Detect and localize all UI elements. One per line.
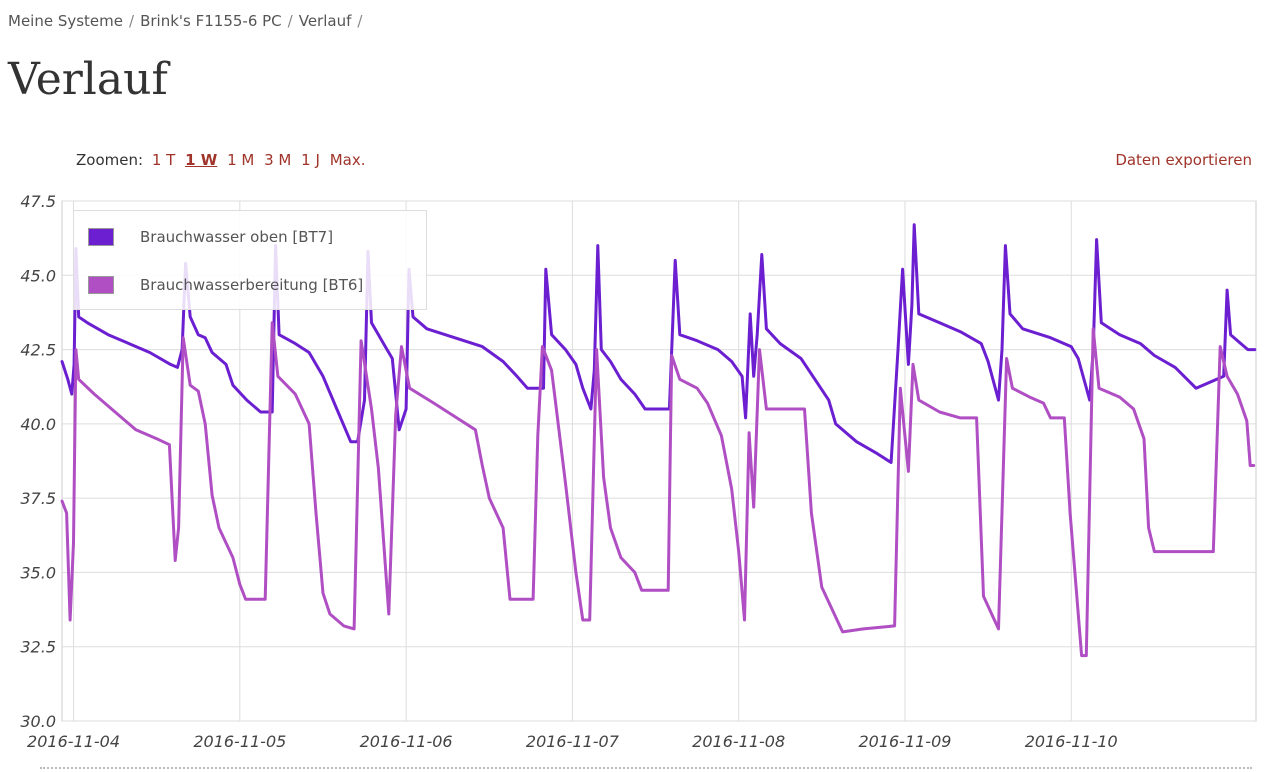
page-title: Verlauf [8, 54, 168, 105]
y-tick-label: 35.0 [20, 563, 56, 582]
x-tick-label: 2016-11-08 [692, 732, 785, 751]
y-tick-label: 32.5 [20, 638, 56, 657]
chart-axes: 30.0 32.5 35.0 37.5 40.0 42.5 45.0 47.5 2016-11-… [20, 192, 1117, 751]
zoom-option-3-months[interactable]: 3 M [264, 151, 292, 169]
zoom-option-1-week[interactable]: 1 W [185, 151, 218, 169]
x-tick-label: 2016-11-04 [27, 732, 120, 751]
x-tick-label: 2016-11-05 [193, 732, 286, 751]
series-line-bt7 [60, 223, 1257, 464]
breadcrumb-item-system[interactable]: Brink's F1155-6 PC [140, 12, 282, 30]
breadcrumb-item-systems[interactable]: Meine Systeme [8, 12, 124, 30]
x-tick-label: 2016-11-10 [1025, 732, 1118, 751]
legend-item-bt7[interactable]: Brauchwasser oben [BT7] [88, 224, 333, 250]
zoom-toolbar: Zoomen: 1 T 1 W 1 M 3 M 1 J Max. [76, 151, 370, 169]
legend-item-bt6[interactable]: Brauchwasserbereitung [BT6] [88, 272, 363, 298]
zoom-option-1-year[interactable]: 1 J [301, 151, 320, 169]
chart-series [60, 223, 1257, 658]
breadcrumb: Meine Systeme / Brink's F1155-6 PC / Verlauf… [8, 12, 368, 30]
legend-swatch-bt7 [88, 228, 114, 246]
export-data-link[interactable]: Daten exportieren [1115, 151, 1252, 169]
breadcrumb-separator: / [287, 12, 293, 30]
x-tick-label: 2016-11-07 [526, 732, 620, 751]
y-tick-label: 47.5 [20, 192, 56, 211]
y-tick-label: 37.5 [20, 489, 56, 508]
x-tick-label: 2016-11-06 [360, 732, 453, 751]
breadcrumb-item-history[interactable]: Verlauf [298, 12, 352, 30]
y-tick-label: 45.0 [20, 266, 56, 285]
y-tick-label: 30.0 [20, 712, 56, 731]
legend-label-bt6: Brauchwasserbereitung [BT6] [140, 276, 364, 294]
chart-grid [61, 200, 1257, 722]
bottom-divider [40, 767, 1252, 769]
zoom-option-1-day[interactable]: 1 T [151, 151, 176, 169]
legend-swatch-bt6 [88, 276, 114, 294]
x-tick-label: 2016-11-09 [858, 732, 951, 751]
zoom-option-1-month[interactable]: 1 M [227, 151, 255, 169]
series-line-bt6 [60, 321, 1256, 658]
chart-legend: Brauchwasser oben [BT7] Brauchwasserbere… [73, 210, 427, 310]
zoom-option-max[interactable]: Max. [329, 151, 366, 169]
y-tick-label: 42.5 [20, 341, 56, 360]
breadcrumb-separator: / [357, 12, 363, 30]
history-line-chart[interactable]: 30.0 32.5 35.0 37.5 40.0 42.5 45.0 47.5 2016-11-… [0, 180, 1280, 765]
y-tick-label: 40.0 [20, 415, 56, 434]
zoom-label: Zoomen: [76, 151, 144, 169]
legend-label-bt7: Brauchwasser oben [BT7] [140, 228, 334, 246]
breadcrumb-separator: / [129, 12, 135, 30]
